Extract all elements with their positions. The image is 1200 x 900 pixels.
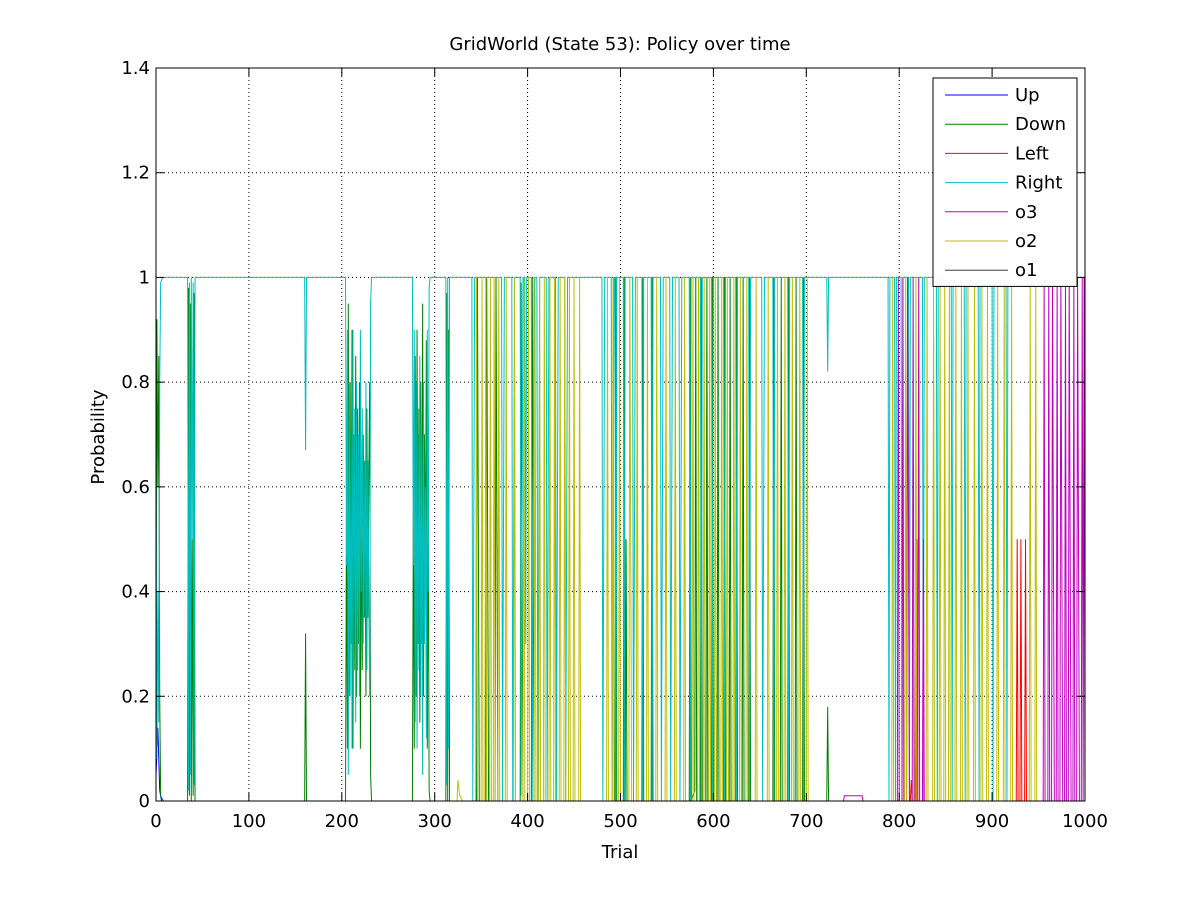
x-tick-label: 800	[882, 811, 916, 832]
chart-title: GridWorld (State 53): Policy over time	[449, 34, 790, 55]
axes: 0 100 200 300 400 500 600 700 800 900 1000 0 0.2 0.4 0…	[121, 58, 1108, 832]
y-tick-label: 0.6	[121, 477, 150, 498]
x-tick-label: 600	[696, 811, 730, 832]
x-tick-label: 400	[510, 811, 544, 832]
y-tick-label: 0.4	[121, 582, 150, 603]
legend-label-down: Down	[1015, 114, 1066, 135]
y-tick-label: 1.4	[121, 58, 150, 79]
y-tick-label: 0.8	[121, 372, 150, 393]
y-axis-label: Probability	[88, 389, 109, 484]
y-tick-label: 0	[139, 791, 150, 812]
legend-label-left: Left	[1015, 143, 1049, 164]
legend-label-right: Right	[1015, 173, 1062, 194]
x-tick-label: 1000	[1062, 811, 1108, 832]
x-tick-label: 0	[150, 811, 161, 832]
x-tick-label: 900	[975, 811, 1009, 832]
legend-label-o1: o1	[1015, 260, 1037, 281]
x-tick-label: 700	[789, 811, 823, 832]
y-tick-label: 0.2	[121, 686, 150, 707]
legend: Up Down Left Right o3 o2 o1	[932, 77, 1078, 287]
x-axis-label: Trial	[601, 842, 639, 863]
series-line-right	[155, 276, 1085, 802]
x-tick-label: 100	[232, 811, 266, 832]
legend-label-up: Up	[1015, 85, 1040, 106]
legend-label-o2: o2	[1015, 231, 1037, 252]
x-tick-label: 500	[603, 811, 637, 832]
x-tick-label: 300	[418, 811, 452, 832]
y-tick-label: 1	[139, 267, 150, 288]
legend-label-o3: o3	[1015, 202, 1037, 223]
x-tick-label: 200	[325, 811, 359, 832]
y-tick-label: 1.2	[121, 163, 150, 184]
